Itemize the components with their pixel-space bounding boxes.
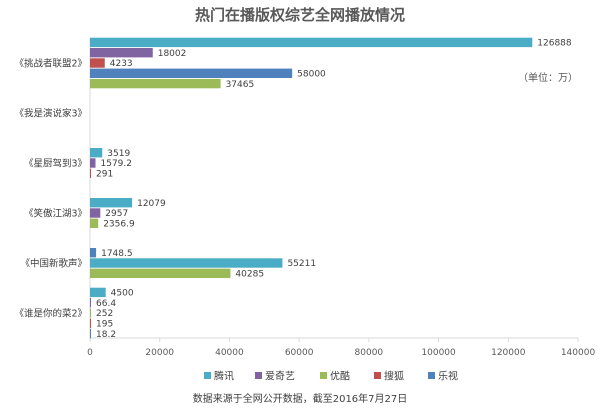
x-tick-label: 80000 — [355, 348, 384, 358]
bar — [90, 37, 533, 48]
bar — [90, 68, 293, 78]
category-label: 《我是演说家3》 — [14, 108, 87, 120]
data-label: 4233 — [110, 59, 133, 69]
data-label: 2356.9 — [103, 220, 135, 230]
x-tick-label: 60000 — [285, 348, 314, 358]
category-label: 《中国新歌声》 — [20, 258, 87, 270]
bar — [90, 198, 133, 208]
x-tick-label: 20000 — [145, 348, 174, 358]
legend-swatch — [374, 372, 381, 379]
data-label: 1748.5 — [101, 249, 133, 259]
bar — [90, 328, 91, 339]
x-tick-label: 100000 — [421, 348, 456, 358]
data-label: 12079 — [137, 199, 166, 209]
source-note: 数据来源于全网公开数据，截至2016年7月27日 — [193, 392, 408, 405]
data-label: 55211 — [287, 259, 316, 269]
data-label: 18002 — [158, 49, 187, 59]
data-label: 195 — [96, 320, 113, 330]
bar — [90, 308, 91, 318]
bar — [90, 298, 91, 308]
data-label: 252 — [96, 309, 113, 319]
bar — [90, 158, 96, 168]
bar — [90, 218, 99, 228]
data-label: 66.4 — [96, 299, 116, 309]
x-tick-label: 0 — [87, 348, 93, 358]
legend-label: 优酷 — [330, 370, 350, 383]
category-label: 《谁是你的菜2》 — [14, 308, 87, 320]
data-label: 37465 — [226, 80, 255, 90]
data-label: 126888 — [537, 39, 572, 49]
legend-swatch — [255, 372, 262, 379]
data-label: 58000 — [297, 70, 326, 80]
legend: 腾讯 爱奇艺 优酷 搜狐 乐视 — [204, 370, 458, 383]
bar — [90, 287, 106, 298]
data-label: 291 — [96, 170, 113, 180]
chart-title: 热门在播版权综艺全网播放情况 — [195, 6, 405, 24]
category-label: 《星厨驾到3》 — [24, 158, 87, 170]
data-label: 18.2 — [96, 330, 116, 340]
bar — [90, 248, 97, 258]
legend-label: 爱奇艺 — [265, 370, 295, 383]
legend-swatch — [320, 372, 327, 379]
bar — [90, 258, 283, 268]
category-label: 《笑傲江湖3》 — [24, 208, 87, 220]
bar — [90, 268, 231, 278]
legend-swatch — [204, 372, 211, 379]
legend-label: 搜狐 — [384, 370, 404, 383]
data-label: 1579.2 — [101, 159, 133, 169]
data-label: 40285 — [235, 270, 264, 280]
bar — [90, 318, 91, 328]
bar — [90, 78, 221, 89]
bar — [90, 168, 92, 178]
data-label: 4500 — [111, 289, 134, 299]
legend-label: 腾讯 — [214, 370, 234, 383]
bar — [90, 58, 105, 68]
data-label: 2957 — [105, 209, 128, 219]
bar — [90, 48, 153, 58]
unit-label: （单位：万） — [518, 71, 578, 84]
plot-area: 0 20000 40000 60000 80000 100000 120000 140000 《… — [14, 37, 596, 358]
x-tick-label: 140000 — [561, 348, 596, 358]
data-label: 3519 — [107, 149, 130, 159]
x-tick-label: 40000 — [215, 348, 244, 358]
x-tick-label: 120000 — [491, 348, 526, 358]
legend-label: 乐视 — [438, 370, 458, 383]
bar — [90, 208, 101, 218]
bar — [90, 148, 103, 158]
legend-swatch — [428, 372, 435, 379]
category-label: 《挑战者联盟2》 — [14, 58, 87, 70]
